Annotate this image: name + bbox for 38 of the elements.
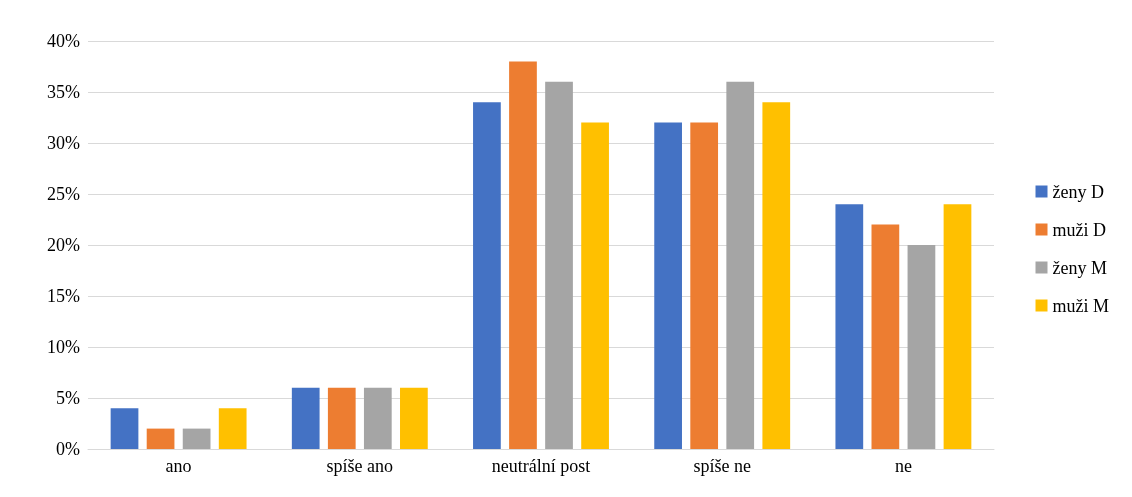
bar xyxy=(654,122,682,449)
y-tick-label: 10% xyxy=(47,337,80,357)
bar xyxy=(762,102,791,449)
bar xyxy=(400,387,428,449)
bar xyxy=(146,428,175,449)
y-tick-label: 40% xyxy=(47,31,80,51)
bar xyxy=(726,81,755,449)
bar xyxy=(291,387,320,449)
legend-label: muži D xyxy=(1052,219,1106,240)
bar xyxy=(871,224,900,449)
x-tick-label: neutrální post xyxy=(491,456,591,476)
bar xyxy=(327,387,356,449)
bar xyxy=(907,245,936,449)
y-tick-label: 20% xyxy=(47,235,80,255)
bar xyxy=(690,122,719,449)
bar xyxy=(581,122,609,449)
bar xyxy=(182,428,211,449)
legend-label: muži M xyxy=(1052,295,1109,316)
bar xyxy=(218,408,247,449)
bar xyxy=(473,102,501,449)
y-tick-label: 35% xyxy=(47,82,80,102)
x-tick-label: ne xyxy=(894,456,912,476)
bar xyxy=(943,204,972,449)
legend-label: ženy D xyxy=(1052,181,1104,202)
bar xyxy=(509,61,537,449)
x-tick-label: spíše ano xyxy=(326,456,394,476)
y-tick-label: 25% xyxy=(47,184,80,204)
bar xyxy=(545,81,573,449)
bar xyxy=(110,408,139,449)
legend-label: ženy M xyxy=(1052,257,1107,278)
bar xyxy=(363,387,392,449)
y-tick-label: 30% xyxy=(47,133,80,153)
x-tick-label: spíše ne xyxy=(693,456,751,476)
y-tick-label: 15% xyxy=(47,286,80,306)
bar xyxy=(835,204,864,449)
x-tick-label: ano xyxy=(165,456,192,476)
y-tick-label: 5% xyxy=(56,388,80,408)
y-tick-label: 0% xyxy=(56,439,80,459)
